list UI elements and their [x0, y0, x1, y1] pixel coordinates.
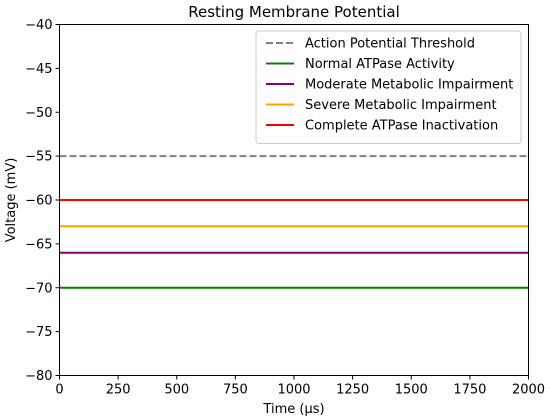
y-axis-label: Voltage (mV): [4, 158, 19, 243]
x-tick-label: 1000: [277, 383, 310, 398]
plot-frame: [59, 24, 529, 376]
x-tick-label: 1500: [395, 383, 428, 398]
legend: Action Potential Threshold Normal ATPase …: [255, 30, 522, 144]
x-axis-label: Time (μs): [262, 402, 324, 417]
legend-label-0: Action Potential Threshold: [305, 37, 475, 52]
x-tick-label: 0: [55, 383, 63, 398]
legend-label-4: Complete ATPase Inactivation: [305, 119, 498, 134]
x-tick-label: 1250: [336, 383, 369, 398]
plot-area: [59, 155, 529, 289]
x-tick-label: 750: [223, 383, 248, 398]
y-tick-label: −65: [25, 237, 52, 252]
y-tick-label: −60: [25, 194, 52, 209]
x-tick-label: 2000: [512, 383, 545, 398]
x-tick-label: 250: [106, 383, 131, 398]
x-tick-label: 1750: [453, 383, 486, 398]
y-tick-label: −80: [25, 369, 52, 384]
legend-label-1: Normal ATPase Activity: [305, 57, 455, 72]
y-tick-label: −70: [25, 281, 52, 296]
chart-title: Resting Membrane Potential: [188, 3, 400, 21]
y-tick-label: −45: [25, 62, 52, 77]
y-tick-label: −50: [25, 106, 52, 121]
y-tick-label: −75: [25, 325, 52, 340]
legend-label-2: Moderate Metabolic Impairment: [305, 78, 513, 93]
y-tick-label: −40: [25, 18, 52, 33]
x-axis: 0 250 500 750 1000 1250 1500 1750 2000: [55, 375, 545, 398]
y-axis: −80 −75 −70 −65 −60 −55 −50 −45 −40: [25, 18, 60, 384]
x-tick-label: 500: [164, 383, 189, 398]
legend-label-3: Severe Metabolic Impairment: [305, 98, 497, 113]
y-tick-label: −55: [25, 150, 52, 165]
legend-box: [255, 30, 522, 144]
